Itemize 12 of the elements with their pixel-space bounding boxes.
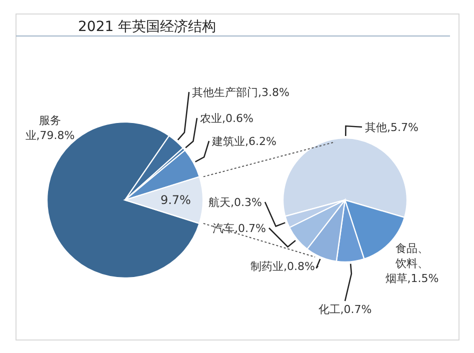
slice-label: 食品、饮料、烟草,1.5% — [385, 242, 439, 285]
data-label: 9.7% — [160, 193, 191, 208]
slice-label: 农业,0.6% — [200, 112, 254, 125]
slice-label: 建筑业,6.2% — [211, 135, 276, 148]
slice-label: 其他,5.7% — [365, 121, 418, 134]
slice-label: 制药业,0.8% — [250, 260, 315, 273]
slice-label: 化工,0.7% — [318, 303, 372, 316]
slice-label: 服务业,79.8% — [25, 114, 75, 142]
slice-label: 汽车,0.7% — [212, 222, 266, 235]
slice-label: 航天,0.3% — [208, 196, 262, 209]
chart-title: 2021 年英国经济结构 — [78, 19, 216, 35]
slice-label: 其他生产部门,3.8% — [192, 86, 290, 99]
